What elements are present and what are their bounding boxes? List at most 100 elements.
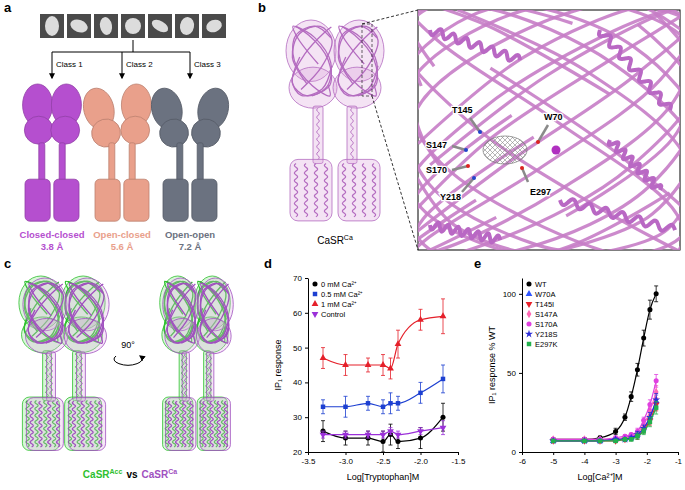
error-bar-cap (614, 434, 618, 435)
error-bar-cap (389, 413, 393, 414)
helix (342, 164, 345, 217)
helix (72, 401, 75, 447)
data-point (396, 401, 400, 405)
vft (286, 20, 337, 108)
panel-label: e (474, 256, 481, 271)
arrow (52, 52, 53, 78)
class-resolution: 3.8 Å (41, 241, 64, 252)
error-bar (648, 417, 652, 426)
protomer (197, 278, 234, 450)
error-bar-cap (389, 358, 393, 359)
error-bar-cap (635, 433, 639, 434)
ribbon (418, 61, 680, 250)
error-bar-cap (642, 428, 646, 429)
error-bar-cap (396, 431, 400, 432)
helix (56, 401, 59, 447)
protomer (147, 85, 191, 221)
y-axis-title: IP₁ response % WT (487, 325, 497, 404)
error-bar-cap (635, 376, 639, 377)
helix (81, 401, 84, 447)
ribbon (69, 284, 104, 343)
axis-line (308, 279, 309, 453)
side-chain (452, 166, 468, 170)
ribbon (168, 283, 196, 343)
error-bar-cap (635, 433, 639, 434)
tick: -1 (675, 452, 683, 466)
ribbon (292, 26, 331, 96)
stalk (47, 352, 56, 401)
error-bar (635, 363, 639, 376)
label-sup: Acc (110, 468, 123, 475)
data-point (441, 377, 445, 381)
side-chain-atom (520, 166, 524, 170)
data-point (440, 312, 447, 318)
side-chain (462, 178, 474, 192)
tick: 60 (293, 309, 308, 318)
chart: -6-5-4-3-2-1050100Log[Ca²⁺]MIP₁ response… (487, 279, 683, 483)
data-point (342, 433, 349, 439)
side-chain-atom (472, 176, 476, 180)
error-bar-cap (321, 413, 325, 414)
rotation-label: 90° (121, 340, 135, 350)
error-bar-cap (419, 309, 423, 310)
series-line (553, 405, 656, 441)
class-average-blob (150, 17, 171, 35)
series-line (323, 417, 443, 441)
protomer (121, 84, 152, 221)
data-point (365, 433, 372, 439)
panel-a: Class 1Closed-closed3.8 ÅClass 2Open-clo… (20, 14, 233, 252)
inset: T145W70S147S170Y218E297 (418, 10, 680, 250)
error-bar-cap (648, 399, 652, 400)
error-bar-cap (321, 420, 325, 421)
error-bar-cap (654, 393, 658, 394)
helix (168, 401, 171, 447)
error-bar-cap (344, 431, 348, 432)
rotation-arrow (114, 356, 142, 365)
ribbon (201, 283, 229, 343)
error-bar-cap (642, 423, 646, 424)
stalk (59, 143, 65, 182)
helix (609, 140, 662, 190)
error-bar (551, 439, 555, 442)
error-bar-cap (344, 354, 348, 355)
protomer (23, 84, 54, 221)
legend-label: Control (321, 310, 346, 319)
tick: -6 (519, 452, 527, 466)
tick-label: -3.5 (302, 457, 316, 466)
helix (185, 354, 187, 398)
data-point (440, 426, 447, 432)
error-bar-cap (396, 448, 400, 449)
protomer (163, 278, 200, 450)
error-bar-cap (629, 401, 633, 402)
error-bar-cap (344, 445, 348, 446)
tick: 0 (512, 448, 522, 457)
ribbon (418, 10, 680, 250)
error-bar (441, 365, 445, 393)
vft (197, 278, 234, 354)
error-bar (648, 400, 652, 409)
error-bar-cap (321, 347, 325, 348)
data-point (381, 405, 385, 409)
axis-line (523, 452, 679, 453)
error-bar-cap (654, 414, 658, 415)
vft-lobe (51, 116, 80, 144)
ribbon (167, 284, 196, 343)
data-point (598, 439, 602, 443)
error-bar (614, 439, 618, 442)
stalk (347, 106, 357, 163)
tick: -2.0 (414, 452, 428, 466)
ribbon (338, 26, 377, 96)
error-bar-cap (642, 428, 646, 429)
error-bar-cap (389, 445, 393, 446)
vft (51, 84, 82, 144)
tick-mark (305, 382, 308, 383)
panel-label: d (264, 256, 272, 271)
error-bar-cap (321, 441, 325, 442)
error-bar (582, 439, 586, 442)
helix (50, 354, 52, 398)
error-bar-cap (642, 434, 646, 435)
helix (48, 401, 51, 447)
data-point (395, 340, 402, 346)
data-point (629, 437, 633, 441)
class-state: Open-open (165, 229, 215, 240)
